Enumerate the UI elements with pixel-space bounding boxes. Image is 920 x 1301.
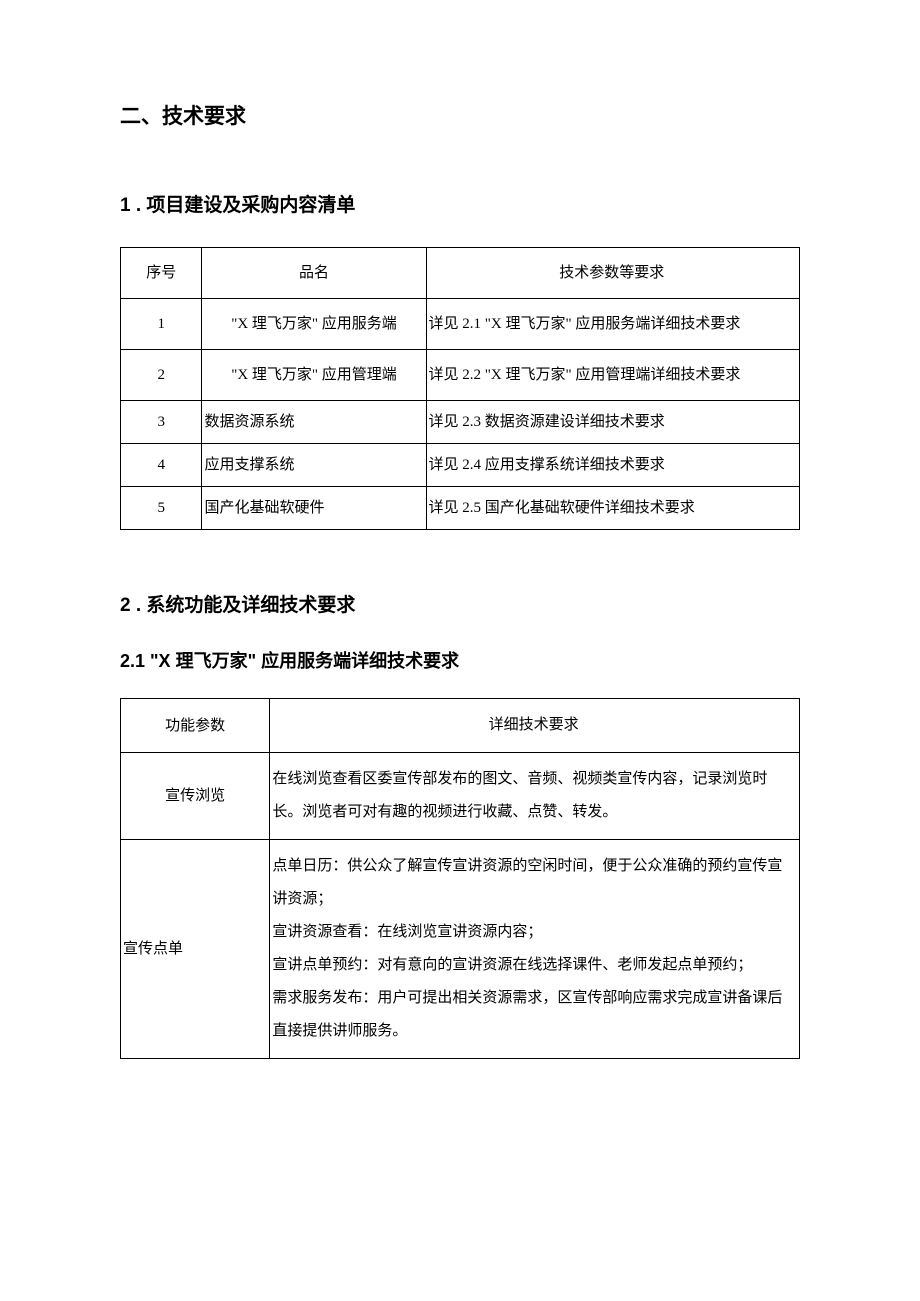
cell-detail: 在线浏览查看区委宣传部发布的图文、音频、视频类宣传内容，记录浏览时长。浏览者可对… — [270, 753, 800, 840]
col-header-func: 功能参数 — [121, 699, 270, 753]
cell-detail: 点单日历：供公众了解宣传宣讲资源的空闲时间，便于公众准确的预约宣传宣讲资源； 宣… — [270, 840, 800, 1059]
cell-name: 数据资源系统 — [202, 401, 426, 444]
col-header-name: 品名 — [202, 248, 426, 299]
col-header-seq: 序号 — [121, 248, 202, 299]
cell-func: 宣传浏览 — [121, 753, 270, 840]
subsection-21-heading: 2.1 "X 理飞万家" 应用服务端详细技术要求 — [120, 647, 800, 673]
cell-name: "X 理飞万家" 应用服务端 — [202, 299, 426, 350]
cell-req: 详见 2.2 "X 理飞万家" 应用管理端详细技术要求 — [426, 350, 799, 401]
function-requirements-table: 功能参数 详细技术要求 宣传浏览 在线浏览查看区委宣传部发布的图文、音频、视频类… — [120, 698, 800, 1059]
table-row: 宣传浏览 在线浏览查看区委宣传部发布的图文、音频、视频类宣传内容，记录浏览时长。… — [121, 753, 800, 840]
col-header-req: 技术参数等要求 — [426, 248, 799, 299]
table-header-row: 功能参数 详细技术要求 — [121, 699, 800, 753]
cell-seq: 4 — [121, 444, 202, 487]
cell-req: 详见 2.4 应用支撑系统详细技术要求 — [426, 444, 799, 487]
cell-req: 详见 2.1 "X 理飞万家" 应用服务端详细技术要求 — [426, 299, 799, 350]
col-header-detail: 详细技术要求 — [270, 699, 800, 753]
cell-req: 详见 2.3 数据资源建设详细技术要求 — [426, 401, 799, 444]
section-2-heading: 2 . 系统功能及详细技术要求 — [120, 590, 800, 617]
cell-seq: 5 — [121, 487, 202, 530]
cell-func: 宣传点单 — [121, 840, 270, 1059]
cell-seq: 3 — [121, 401, 202, 444]
table-row: 宣传点单 点单日历：供公众了解宣传宣讲资源的空闲时间，便于公众准确的预约宣传宣讲… — [121, 840, 800, 1059]
table-row: 2 "X 理飞万家" 应用管理端 详见 2.2 "X 理飞万家" 应用管理端详细… — [121, 350, 800, 401]
cell-name: "X 理飞万家" 应用管理端 — [202, 350, 426, 401]
main-heading: 二、技术要求 — [120, 100, 800, 130]
table-header-row: 序号 品名 技术参数等要求 — [121, 248, 800, 299]
cell-req: 详见 2.5 国产化基础软硬件详细技术要求 — [426, 487, 799, 530]
cell-name: 国产化基础软硬件 — [202, 487, 426, 530]
procurement-table: 序号 品名 技术参数等要求 1 "X 理飞万家" 应用服务端 详见 2.1 "X… — [120, 247, 800, 530]
cell-name: 应用支撑系统 — [202, 444, 426, 487]
table-row: 4 应用支撑系统 详见 2.4 应用支撑系统详细技术要求 — [121, 444, 800, 487]
section-1-heading: 1 . 项目建设及采购内容清单 — [120, 190, 800, 217]
table-row: 3 数据资源系统 详见 2.3 数据资源建设详细技术要求 — [121, 401, 800, 444]
cell-seq: 1 — [121, 299, 202, 350]
table-row: 5 国产化基础软硬件 详见 2.5 国产化基础软硬件详细技术要求 — [121, 487, 800, 530]
cell-seq: 2 — [121, 350, 202, 401]
table-row: 1 "X 理飞万家" 应用服务端 详见 2.1 "X 理飞万家" 应用服务端详细… — [121, 299, 800, 350]
